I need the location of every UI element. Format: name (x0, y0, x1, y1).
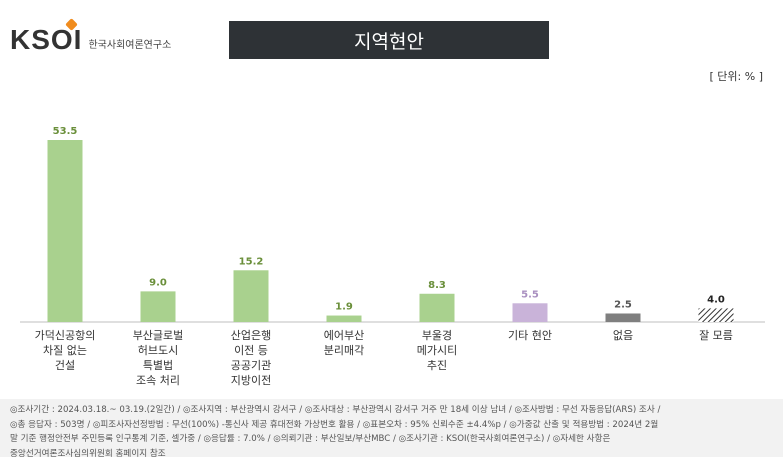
data-label: 5.5 (521, 289, 539, 300)
data-label: 9.0 (149, 277, 167, 288)
category-label: 에어부산 (324, 329, 364, 342)
survey-notes: ◎조사기간 : 2024.03.18.~ 03.19.(2일간) / ◎조사지역… (10, 403, 775, 461)
category-label: 분리매각 (324, 344, 364, 357)
data-label: 8.3 (428, 280, 446, 291)
category-label: 조속 처리 (136, 374, 180, 387)
category-label: 지방이전 (231, 374, 271, 387)
data-label: 15.2 (239, 256, 264, 267)
bar (327, 316, 362, 322)
bar (420, 294, 455, 322)
survey-note-line: 중앙선거여론조사심의위원회 홈페이지 참조 (10, 447, 775, 461)
bar (606, 313, 641, 322)
category-label: 허브도시 (138, 344, 178, 357)
category-label: 부울경 (422, 329, 452, 342)
category-label: 부산글로벌 (133, 329, 184, 342)
category-label: 이전 등 (234, 344, 268, 357)
category-label: 없음 (613, 329, 633, 342)
data-label: 53.5 (53, 126, 78, 137)
category-label: 공공기관 (231, 359, 271, 372)
bar (141, 291, 176, 322)
category-label: 가덕신공항의 (35, 329, 96, 342)
category-label: 건설 (55, 359, 75, 372)
category-label: 특별법 (143, 359, 173, 372)
survey-note-line: ◎총 응답자 : 503명 / ◎피조사자선정방법 : 무선(100%) -통신… (10, 418, 775, 433)
category-label: 추진 (427, 359, 447, 372)
category-label: 잘 모름 (699, 329, 733, 342)
survey-note-line: ◎조사기간 : 2024.03.18.~ 03.19.(2일간) / ◎조사지역… (10, 403, 775, 418)
data-label: 2.5 (614, 299, 632, 310)
survey-note-line: 말 기준 행정안전부 주민등록 인구통계 기준, 셀가중 / ◎응답률 : 7.… (10, 432, 775, 447)
category-label: 차질 없는 (43, 344, 87, 357)
bar (48, 140, 83, 322)
data-label: 4.0 (707, 294, 725, 305)
bar (513, 303, 548, 322)
bar (699, 308, 734, 322)
category-label: 메가시티 (417, 344, 457, 357)
data-label: 1.9 (335, 302, 353, 313)
category-label: 산업은행 (231, 329, 271, 342)
bar (234, 270, 269, 322)
category-label: 기타 현안 (508, 329, 552, 342)
